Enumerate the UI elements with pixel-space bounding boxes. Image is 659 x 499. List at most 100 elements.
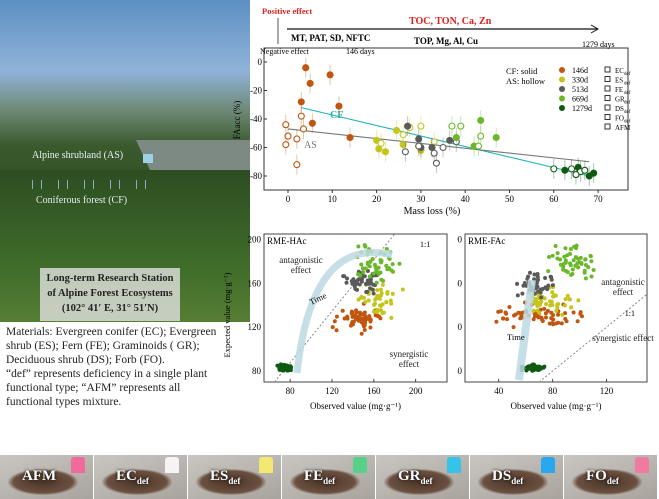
data-point (446, 136, 454, 144)
panel-title: RME-FAc (468, 236, 505, 246)
litter-pile (572, 469, 642, 495)
data-point (531, 308, 536, 313)
data-point (561, 265, 566, 270)
data-point (390, 262, 395, 267)
data-point (341, 274, 346, 279)
rme-fac-chart: 40 80 120 80 120 160 200 Observed value (mg·g⁻¹… (457, 233, 648, 411)
data-point (371, 271, 376, 276)
y-tick-label: 120 (457, 322, 463, 332)
y-tick-label: -60 (250, 143, 262, 153)
data-point (533, 313, 538, 318)
data-point (378, 287, 383, 292)
data-point (571, 258, 576, 263)
legend-shape (604, 76, 611, 82)
data-point (371, 291, 376, 296)
data-point (399, 141, 407, 149)
data-point (539, 295, 544, 300)
label-tag-icon (259, 457, 273, 473)
station-label: Long-term Research Station of Alpine For… (40, 268, 180, 321)
y-tick-label: 200 (248, 234, 262, 244)
fit-line-CF (301, 107, 590, 177)
plot-markers (30, 180, 150, 189)
legend-shape (604, 66, 611, 73)
data-point (511, 325, 516, 330)
y-tick-label: -80 (250, 171, 262, 181)
x-tick-label: 160 (367, 386, 381, 396)
data-point (568, 251, 573, 256)
data-point (363, 299, 368, 304)
data-point (590, 169, 598, 177)
data-point (368, 325, 373, 330)
data-point (562, 303, 567, 308)
x-tick-label: 10 (328, 194, 338, 204)
station-line: (102° 41′ E, 31° 51′N) (61, 303, 159, 314)
data-point (375, 313, 380, 318)
data-point (568, 261, 573, 266)
synergistic-label: synergistic effect (592, 333, 654, 343)
treatment-main: EC (116, 468, 137, 484)
x-tick-label: 200 (409, 386, 423, 396)
label-tag-icon (71, 457, 85, 473)
data-point (516, 310, 521, 315)
data-point (521, 283, 526, 288)
data-point (515, 281, 520, 286)
materials-text: Materials: Evergreen conifer (EC); Everg… (6, 326, 217, 366)
data-point (362, 243, 367, 248)
legend-cf-note: CF: solid (506, 66, 538, 76)
data-point (474, 142, 483, 150)
data-point (390, 291, 395, 296)
litter-photo-fo: FOdef (564, 455, 657, 499)
data-point (542, 306, 547, 311)
data-point (368, 319, 373, 324)
data-point (572, 171, 580, 179)
data-point (537, 310, 542, 315)
treatment-main: DS (492, 468, 512, 484)
data-point (282, 365, 287, 370)
data-point (297, 98, 305, 106)
data-point (389, 315, 394, 320)
fit-label-CF: CF (330, 110, 343, 121)
time-arrow (515, 279, 536, 381)
materials-note: Materials: Evergreen conifer (EC); Everg… (6, 325, 222, 409)
data-point (356, 244, 361, 249)
y-tick-label: 80 (457, 366, 463, 376)
data-point (569, 305, 574, 310)
treatment-label: ECdef (116, 468, 149, 486)
legend-marker (559, 86, 565, 92)
station-line: Long-term Research Station (46, 273, 174, 284)
data-point (350, 319, 355, 324)
litter-pile (290, 469, 360, 495)
day146-label: 146 days (346, 47, 375, 56)
data-point (494, 319, 499, 324)
data-point (513, 312, 518, 317)
x-tick-label: 40 (461, 194, 471, 204)
data-point (581, 166, 589, 174)
data-point (577, 260, 582, 265)
data-point (384, 263, 389, 268)
data-point (556, 320, 561, 325)
fit-line-AS (287, 128, 590, 163)
day1279-label: 1279 days (582, 40, 615, 49)
x-tick-label: 30 (416, 194, 426, 204)
data-point (554, 308, 559, 313)
data-point (555, 305, 560, 310)
data-point (573, 255, 578, 260)
data-point (546, 269, 551, 274)
legend-type-label: DS (615, 105, 624, 113)
treatment-sub: def (323, 476, 336, 486)
data-point (354, 280, 359, 285)
data-point (350, 281, 355, 286)
data-point (365, 278, 370, 283)
data-point (568, 246, 573, 251)
data-point (284, 132, 292, 140)
data-point (586, 265, 591, 270)
legend-type-label: EC (615, 67, 624, 75)
data-point (448, 122, 456, 130)
x-tick-label: 120 (325, 386, 339, 396)
x-tick-label: 120 (600, 386, 614, 396)
one-to-one-line (538, 293, 648, 383)
data-point (531, 366, 536, 371)
data-point (345, 276, 350, 281)
data-point (363, 314, 368, 319)
data-point (532, 272, 537, 277)
